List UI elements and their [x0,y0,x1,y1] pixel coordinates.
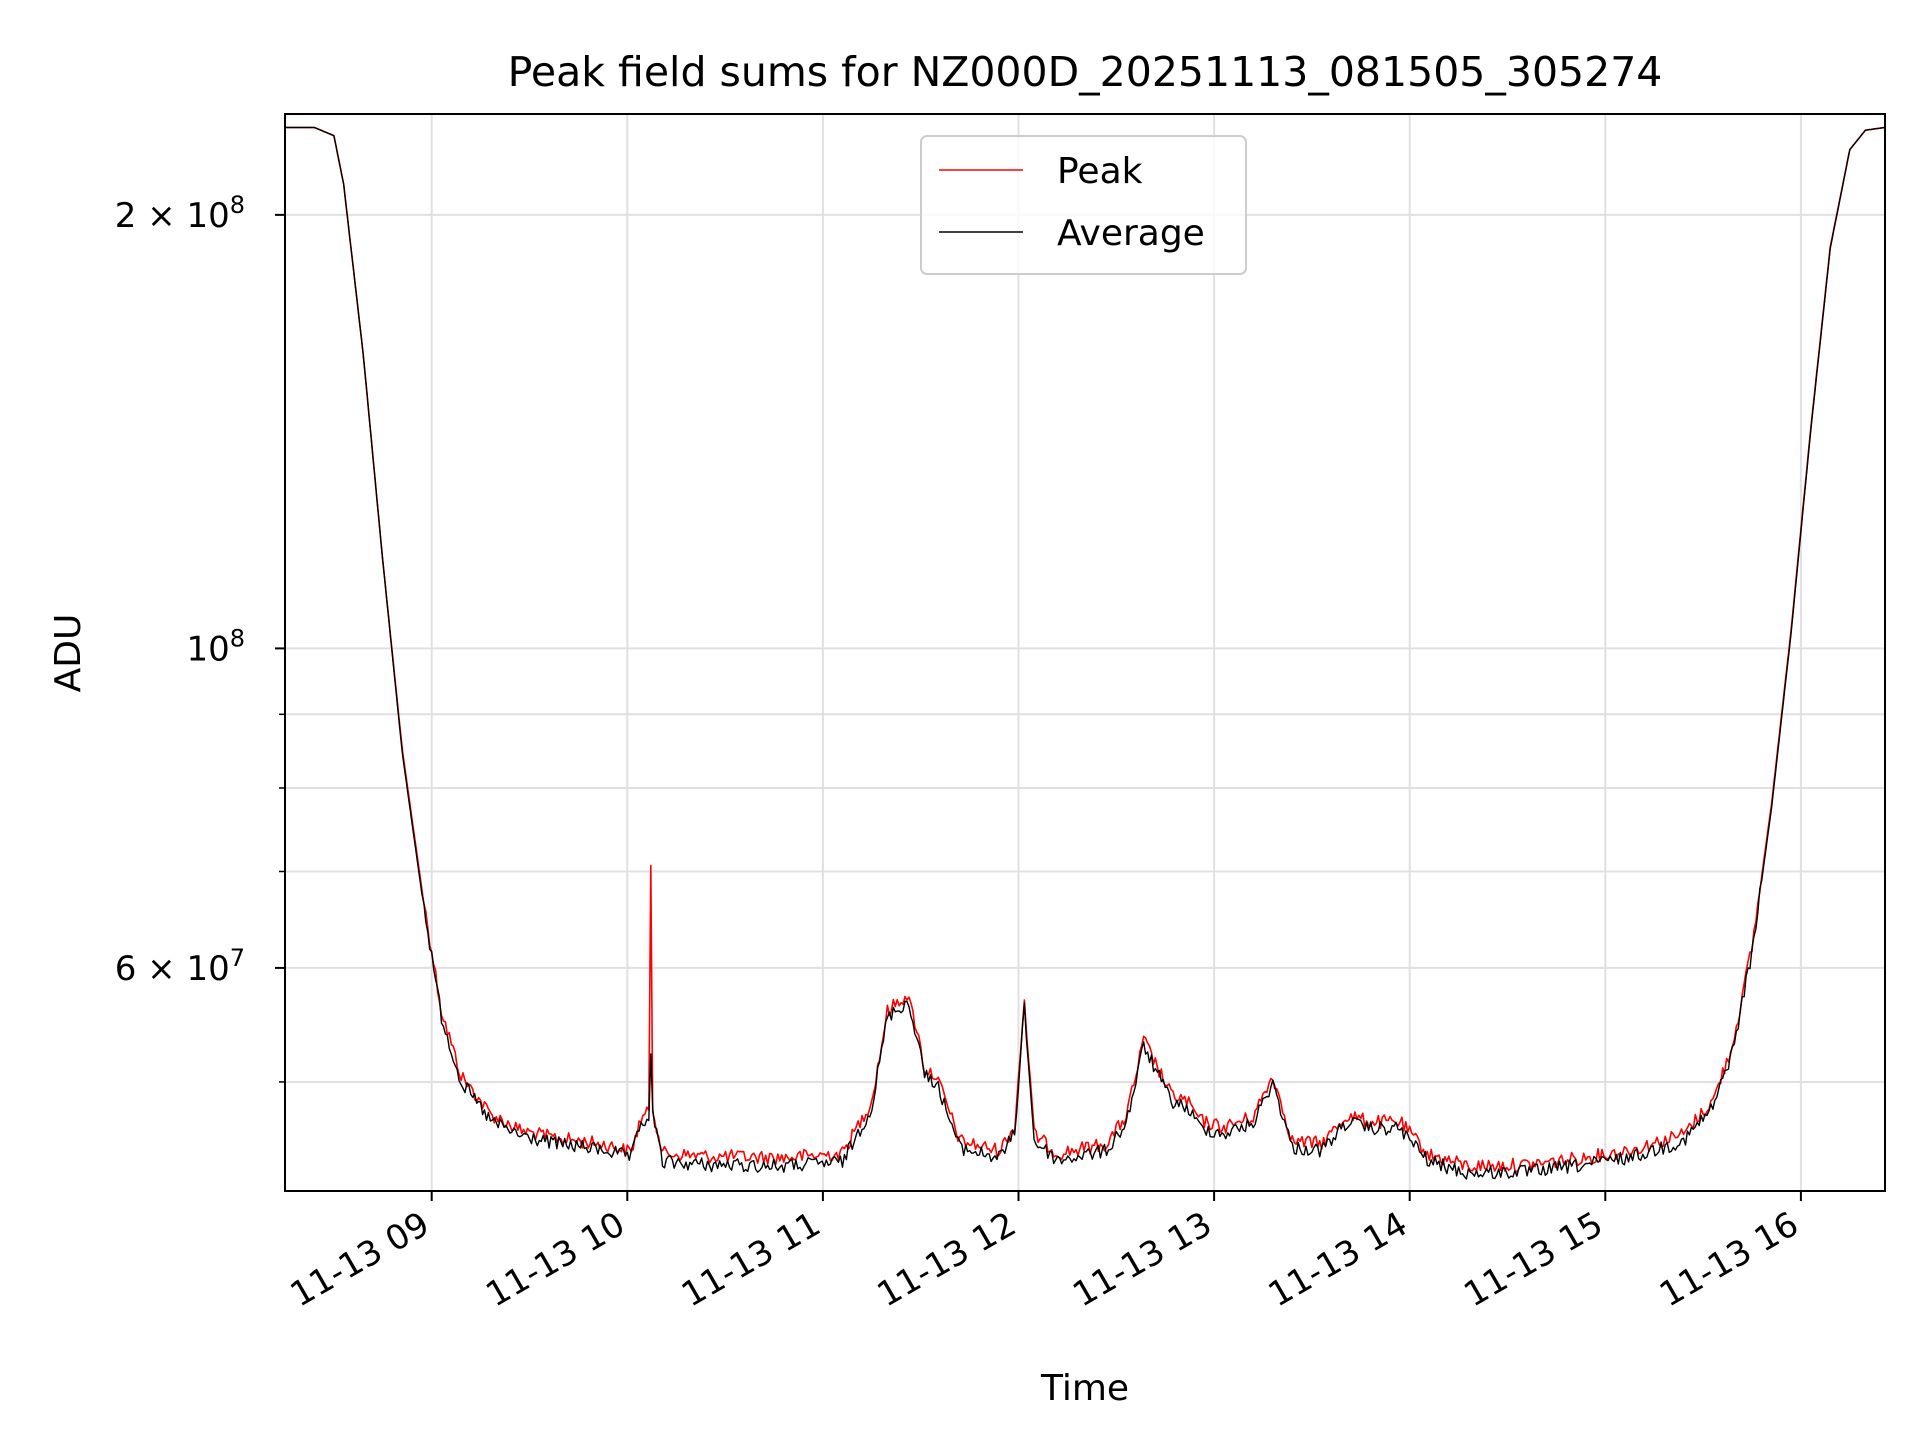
y-tick-label: 6 × 107 [115,944,245,989]
y-tick-exponent: 7 [230,944,245,972]
y-axis-label: ADU [48,614,89,693]
y-tick-label: 108 [186,624,245,669]
plot-frame [284,113,1886,1192]
y-tick-exponent: 8 [230,624,245,652]
y-tick-base: 2 × 10 [115,196,230,236]
gridlines [285,114,1885,1191]
series-line-peak [285,126,1886,1173]
legend: Peak Average [920,135,1247,275]
y-tick-base: 10 [186,629,229,669]
y-tick-base: 6 × 10 [115,949,230,989]
series-line-average [285,126,1886,1180]
chart-title: Peak field sums for NZ000D_20251113_0815… [508,48,1663,96]
y-tick-label: 2 × 108 [115,191,245,236]
y-tick-exponent: 8 [230,191,245,219]
legend-peak-label: Peak [1057,151,1143,192]
x-axis-label: Time [1040,1368,1129,1409]
series-lines [285,126,1886,1180]
legend-average-label: Average [1057,213,1205,254]
